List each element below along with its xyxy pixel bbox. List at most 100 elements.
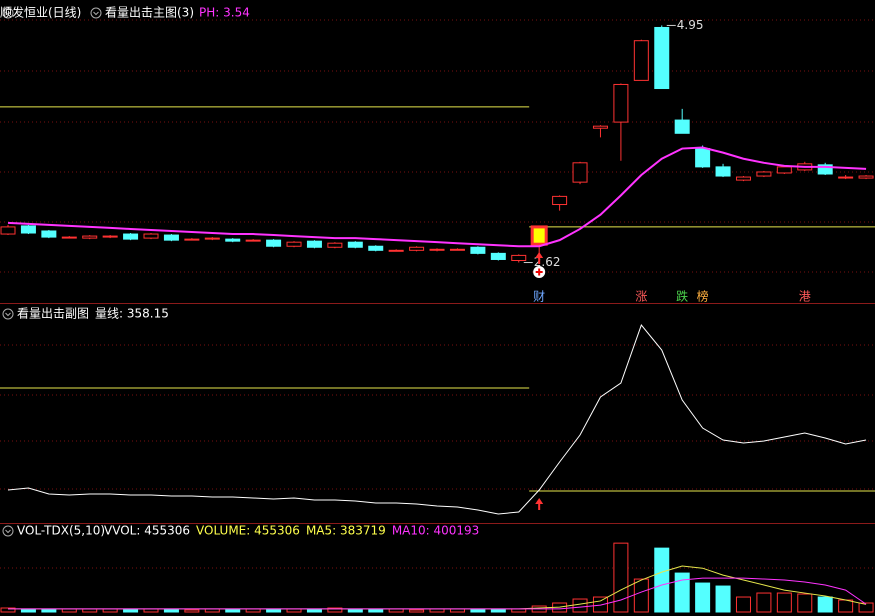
- volume-bar: [245, 608, 261, 613]
- stock-title: 顺发恒业(日线): [0, 5, 81, 20]
- volume-bar: [449, 608, 465, 613]
- volume-bar: [654, 547, 670, 613]
- volume-bar: [123, 608, 139, 613]
- volume-bar: [61, 608, 77, 613]
- candle-body: [82, 235, 98, 239]
- candle-body: [429, 248, 445, 251]
- candle-body: [143, 233, 159, 239]
- volume-bar: [470, 608, 486, 613]
- volume-bar: [572, 598, 588, 613]
- candle-body: [204, 237, 220, 240]
- volume-bar: [409, 609, 425, 613]
- volume-bar: [429, 608, 445, 613]
- candle-body: [347, 241, 363, 248]
- volume-bar: [225, 608, 241, 613]
- candle-body: [776, 166, 792, 174]
- header-icons: [2, 7, 102, 537]
- vol-legend: VVOL: 455306: [104, 524, 190, 538]
- candle-body: [409, 246, 425, 251]
- candle-body: [449, 248, 465, 251]
- candle-body: [552, 195, 568, 206]
- volume-bar: [838, 599, 854, 613]
- signal-plus: [535, 268, 543, 276]
- sub-legend: 量线: 358.15: [95, 307, 169, 321]
- volume-bar: [20, 608, 36, 613]
- sub-title: 看量出击副图: [17, 307, 89, 321]
- volume-bar: [102, 608, 118, 613]
- volume-bar: [163, 608, 179, 613]
- candle-body: [286, 241, 302, 247]
- candle-body: [163, 234, 179, 241]
- candle-body: [592, 125, 608, 129]
- candle-body: [817, 164, 833, 175]
- signal-arrow: [535, 498, 544, 510]
- event-label: 跌: [676, 289, 688, 304]
- candle-body: [695, 148, 711, 168]
- candle-body: [838, 176, 854, 179]
- candle-body: [388, 249, 404, 252]
- candle-body: [41, 230, 57, 238]
- volume-bar: [695, 582, 711, 613]
- candle-body: [633, 40, 649, 81]
- candle-body: [225, 238, 241, 242]
- volume-bar: [776, 592, 792, 613]
- event-label: 涨: [635, 289, 647, 304]
- ma-line: [7, 146, 867, 248]
- vol-legend: MA5: 383719: [306, 524, 386, 538]
- candle-body: [511, 254, 527, 261]
- grid: [0, 19, 875, 569]
- volume-bar: [347, 608, 363, 613]
- candle-body: [756, 171, 772, 177]
- volume-bar: [674, 572, 690, 613]
- volume-bar: [592, 596, 608, 613]
- vol-title: VOL-TDX(5,10): [17, 524, 105, 538]
- indicator-title: 看量出击主图(3): [105, 6, 194, 20]
- volume-bar: [858, 602, 874, 613]
- volume-bar: [613, 542, 629, 613]
- event-label: 港: [799, 290, 811, 304]
- volume-bar: [511, 608, 527, 613]
- candle-body: [184, 238, 200, 241]
- candle-body: [20, 225, 36, 234]
- event-label: 榜: [697, 289, 709, 304]
- candle-body: [306, 240, 322, 248]
- volume-bar: [735, 596, 751, 613]
- candle-body: [735, 176, 751, 181]
- vol-legend: MA10: 400193: [392, 524, 480, 538]
- volume-bar: [633, 578, 649, 613]
- volume-bar: [797, 593, 813, 613]
- candle-body: [654, 26, 670, 90]
- candle-body: [613, 83, 629, 123]
- candle-body: [715, 166, 731, 177]
- volume-bar: [306, 608, 322, 613]
- volume-bar: [41, 608, 57, 613]
- candle-body: [102, 235, 118, 238]
- candle-body: [674, 119, 690, 134]
- volume-bar: [490, 608, 506, 613]
- vol-legend: VOLUME: 455306: [196, 524, 300, 538]
- candle-body: [0, 226, 16, 235]
- candle-body: [858, 175, 874, 179]
- event-label: 财: [533, 290, 545, 304]
- volume-bar: [817, 596, 833, 613]
- candle-body: [327, 242, 343, 248]
- volume-bar: [0, 607, 16, 613]
- candle-body: [470, 246, 486, 254]
- candle-body: [572, 162, 588, 183]
- volume-bar: [184, 609, 200, 613]
- volume-bar: [143, 608, 159, 613]
- candle-body: [123, 233, 139, 240]
- vol-ma-line: [8, 577, 867, 610]
- candle-body: [266, 239, 282, 247]
- annotation: 4.95: [677, 18, 704, 32]
- candle-body: [530, 225, 548, 246]
- indicator-value: PH: 3.54: [199, 6, 250, 20]
- candle-body: [61, 236, 77, 239]
- volume-line: [7, 324, 867, 515]
- volume-bar: [388, 608, 404, 613]
- annotation: 2.62: [534, 255, 561, 269]
- volume-bar: [204, 608, 220, 613]
- volume-bar: [286, 608, 302, 613]
- volume-bar: [715, 585, 731, 613]
